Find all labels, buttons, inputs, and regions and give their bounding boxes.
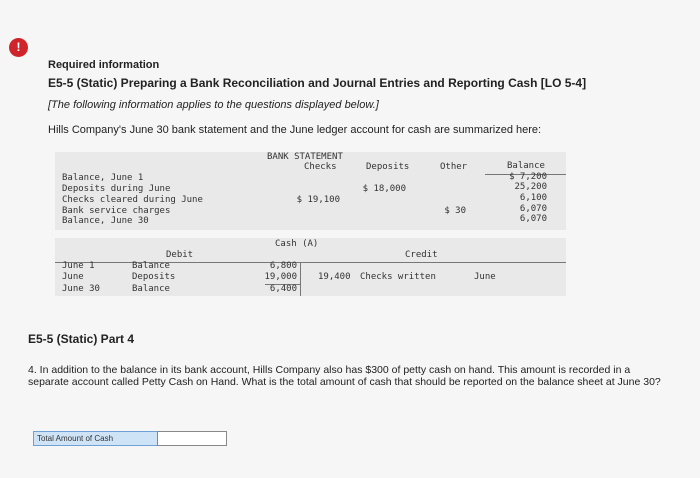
row-label: Balance, June 1 [62,173,144,183]
cell-value: $ 7,200 [509,172,547,182]
intro: Hills Company's June 30 bank statement a… [48,124,542,136]
column-header: Other [440,162,468,172]
t-vertical [300,262,301,296]
entry-date: June [474,272,496,282]
row-label: Bank service charges [62,206,171,216]
row-label: Deposits during June [62,184,171,194]
question: 4. In addition to the balance in its ban… [28,364,661,388]
answer-label: Total Amount of Cash [33,431,158,446]
entry-amount: 19,000 [264,272,297,282]
cell-value: $ 19,100 [296,195,340,205]
cash-account-panel [55,238,566,296]
entry-amount: 6,400 [269,284,297,294]
answer-input[interactable] [157,431,227,446]
alert-icon: ! [9,38,28,57]
cell-value: $ 18,000 [362,184,406,194]
debit-header: Debit [166,250,194,260]
column-header: Checks [304,162,337,172]
cell-value: 6,070 [519,204,547,214]
exercise-title: E5-5 (Static) Preparing a Bank Reconcili… [48,76,587,90]
entry-label: Balance [132,284,170,294]
entry-date: June 30 [62,284,100,294]
column-header: Deposits [366,162,410,172]
column-header: Balance [507,161,545,171]
entry-date: June 1 [62,261,95,271]
entry-label: Balance [132,261,170,271]
cell-value: 25,200 [514,182,547,192]
part-title: E5-5 (Static) Part 4 [28,332,135,346]
note: [The following information applies to th… [48,99,379,111]
bank-title: BANK STATEMENT [267,152,343,162]
credit-header: Credit [405,250,438,260]
bank-statement-panel [55,152,566,230]
account-title: Cash (A) [275,239,319,249]
entry-amount: 6,800 [269,261,297,271]
header-rule [485,174,566,175]
row-label: Checks cleared during June [62,195,203,205]
row-label: Balance, June 30 [62,216,149,226]
entry-label: Deposits [132,272,176,282]
entry-amount: 19,400 [318,272,351,282]
cell-value: 6,070 [519,214,547,224]
required-label: Required information [48,59,160,71]
entry-date: June [62,272,84,282]
cell-value: $ 30 [444,206,466,216]
t-rule [55,262,566,263]
balance-rule [265,284,300,285]
entry-label: Checks written [360,272,436,282]
cell-value: 6,100 [519,193,547,203]
